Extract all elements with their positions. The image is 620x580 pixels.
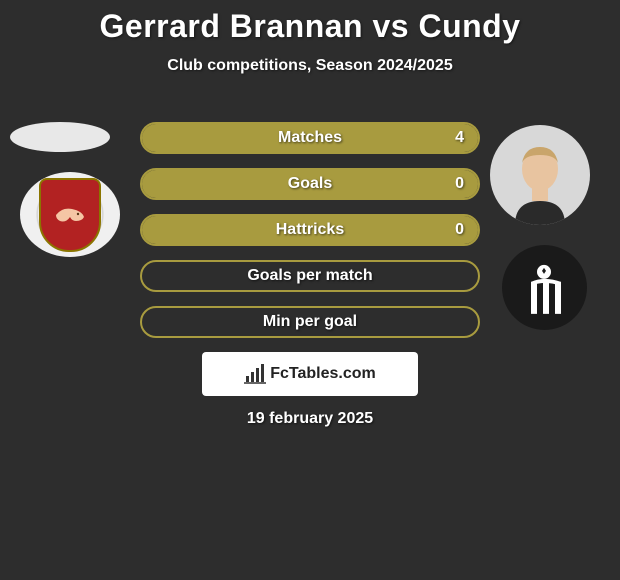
notts-county-badge bbox=[502, 245, 587, 330]
morecambe-shield-icon bbox=[39, 178, 101, 252]
stat-label: Min per goal bbox=[142, 313, 478, 331]
snapshot-date: 19 february 2025 bbox=[0, 410, 620, 428]
stat-row-min-per-goal: Min per goal bbox=[140, 306, 480, 338]
stat-row-goals-per-match: Goals per match bbox=[140, 260, 480, 292]
stat-row-goals: Goals 0 bbox=[140, 168, 480, 200]
club-badge-right bbox=[490, 245, 590, 330]
watermark-text: FcTables.com bbox=[270, 365, 376, 383]
stats-bars: Matches 4 Goals 0 Hattricks 0 Goals per … bbox=[140, 122, 480, 352]
left-player-column bbox=[10, 122, 120, 257]
page-title: Gerrard Brannan vs Cundy bbox=[0, 0, 620, 45]
stat-label: Matches bbox=[142, 129, 478, 147]
stat-label: Goals per match bbox=[142, 267, 478, 285]
player-headshot-icon bbox=[505, 135, 575, 225]
stat-value-right: 0 bbox=[455, 221, 464, 239]
stat-value-right: 4 bbox=[455, 129, 464, 147]
player-left-silhouette bbox=[10, 122, 110, 152]
stat-label: Goals bbox=[142, 175, 478, 193]
player-right-avatar bbox=[490, 125, 590, 225]
page-subtitle: Club competitions, Season 2024/2025 bbox=[0, 57, 620, 75]
right-player-column bbox=[490, 125, 590, 330]
club-badge-left bbox=[20, 172, 120, 257]
shrimp-icon bbox=[52, 203, 88, 227]
stat-label: Hattricks bbox=[142, 221, 478, 239]
watermark-badge: FcTables.com bbox=[202, 352, 418, 396]
bar-chart-icon bbox=[244, 364, 266, 384]
stat-value-right: 0 bbox=[455, 175, 464, 193]
stat-row-hattricks: Hattricks 0 bbox=[140, 214, 480, 246]
magpie-ball-icon bbox=[519, 261, 569, 319]
stat-row-matches: Matches 4 bbox=[140, 122, 480, 154]
